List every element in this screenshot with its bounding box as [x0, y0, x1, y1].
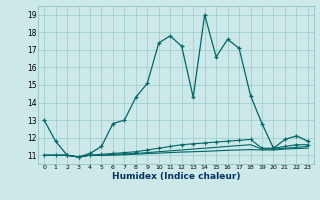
X-axis label: Humidex (Indice chaleur): Humidex (Indice chaleur)	[112, 172, 240, 181]
